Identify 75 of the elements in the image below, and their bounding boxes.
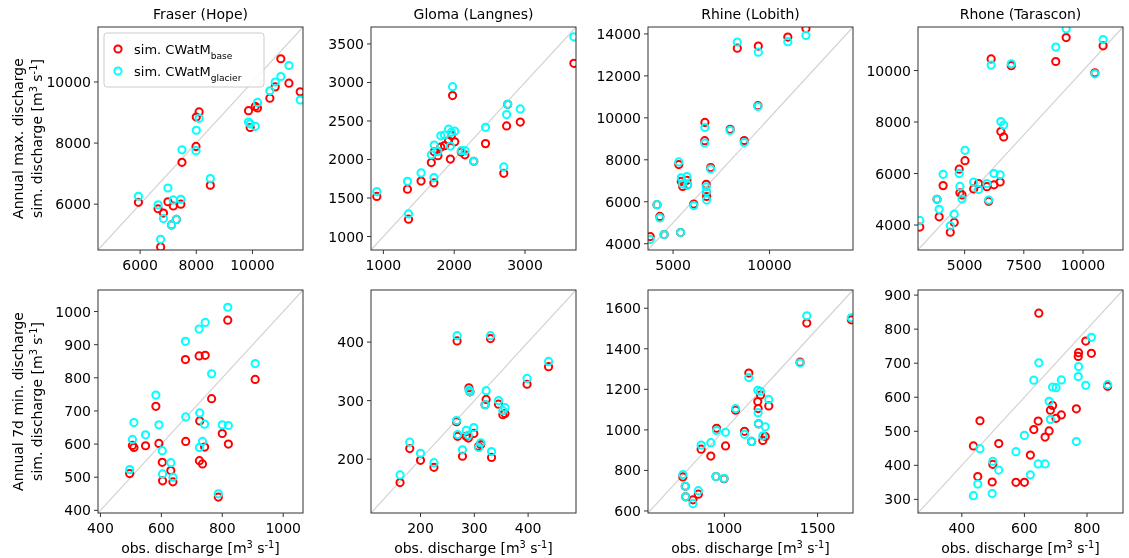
y-tick-label: 800 — [64, 369, 91, 386]
x-tick-label: 400 — [948, 520, 976, 536]
y-tick-label: 8000 — [605, 151, 641, 168]
legend-label: sim. CWatM$_{base}$ — [134, 42, 233, 61]
x-tick-label: 800 — [1073, 520, 1101, 536]
y-tick-label: 1200 — [605, 381, 641, 398]
y-tick-label: 1000 — [328, 228, 364, 245]
x-axis-title: obs. discharge [m$^{3}$ s$^{-1}$] — [941, 538, 1100, 556]
x-tick-label: 800 — [208, 520, 236, 536]
x-tick-label: 300 — [460, 520, 488, 536]
y-tick-label: 900 — [64, 336, 91, 353]
x-tick-label: 10000 — [1060, 257, 1106, 273]
y-tick-label: 4000 — [875, 217, 911, 234]
y-tick-label: 900 — [884, 287, 911, 304]
x-axis-title: obs. discharge [m$^{3}$ s$^{-1}$] — [671, 538, 830, 556]
y-tick-label: 2500 — [328, 112, 364, 129]
legend-label: sim. CWatM$_{glacier}$ — [134, 64, 242, 83]
y-tick-label: 400 — [337, 334, 364, 351]
y-tick-label: 6000 — [55, 196, 91, 213]
y-tick-label: 2000 — [328, 151, 364, 168]
x-tick-label: 7500 — [1005, 257, 1042, 273]
y-tick-label: 700 — [884, 355, 911, 372]
y-tick-label: 200 — [337, 451, 364, 468]
y-tick-label: 400 — [884, 457, 911, 474]
chart-title: Gloma (Langnes) — [413, 6, 534, 22]
y-tick-label: 600 — [64, 436, 91, 453]
y-tick-label: 600 — [884, 389, 911, 406]
y-tick-label: 800 — [614, 462, 641, 479]
x-tick-label: 1000 — [365, 257, 402, 273]
y-tick-label: 10000 — [596, 109, 641, 126]
y-tick-label: 1000 — [55, 303, 91, 320]
y-tick-label: 10000 — [46, 73, 91, 90]
x-tick-label: 2000 — [436, 257, 473, 273]
x-tick-label: 3000 — [507, 257, 543, 273]
y-tick-label: 1500 — [328, 190, 364, 207]
x-axis-title: obs. discharge [m$^{3}$ s$^{-1}$] — [121, 538, 280, 556]
y-tick-label: 300 — [337, 392, 364, 409]
y-tick-label: 6000 — [605, 193, 641, 210]
y-tick-label: 3000 — [328, 74, 364, 91]
x-tick-label: 1000 — [706, 520, 743, 536]
y-tick-label: 300 — [884, 491, 911, 508]
x-tick-label: 6000 — [122, 257, 158, 273]
y-tick-label: 1400 — [605, 340, 641, 357]
y-tick-label: 3500 — [328, 35, 364, 52]
x-tick-label: 8000 — [178, 257, 215, 273]
y-tick-label: 1000 — [605, 421, 641, 438]
y-tick-label: 8000 — [875, 114, 911, 131]
x-tick-label: 1500 — [799, 520, 836, 536]
chart-title: Fraser (Hope) — [153, 6, 248, 22]
y-tick-label: 400 — [64, 502, 91, 519]
chart-title: Rhone (Tarascon) — [959, 6, 1082, 22]
x-tick-label: 400 — [87, 520, 114, 536]
x-tick-label: 1000 — [265, 520, 302, 536]
x-tick-label: 600 — [147, 520, 175, 536]
x-tick-label: 400 — [514, 520, 542, 536]
y-tick-label: 800 — [884, 321, 911, 338]
x-tick-label: 5000 — [946, 257, 983, 273]
y-tick-label: 10000 — [866, 62, 911, 79]
x-tick-label: 10000 — [230, 257, 275, 273]
x-tick-label: 10000 — [747, 257, 792, 273]
y-tick-label: 700 — [64, 402, 91, 419]
x-tick-label: 200 — [407, 520, 434, 536]
y-tick-label: 4000 — [605, 235, 641, 252]
y-tick-label: 500 — [64, 469, 91, 486]
x-tick-label: 5000 — [655, 257, 691, 273]
y-tick-label: 8000 — [55, 135, 91, 152]
chart-title: Rhine (Lobith) — [701, 6, 800, 22]
y-tick-label: 1600 — [605, 300, 641, 317]
y-tick-label: 500 — [884, 423, 911, 440]
y-tick-label: 12000 — [596, 67, 641, 84]
x-axis-title: obs. discharge [m$^{3}$ s$^{-1}$] — [394, 538, 553, 556]
y-tick-label: 6000 — [875, 165, 911, 182]
y-tick-label: 600 — [614, 502, 641, 519]
y-tick-label: 14000 — [596, 25, 641, 42]
x-tick-label: 600 — [1011, 520, 1038, 536]
